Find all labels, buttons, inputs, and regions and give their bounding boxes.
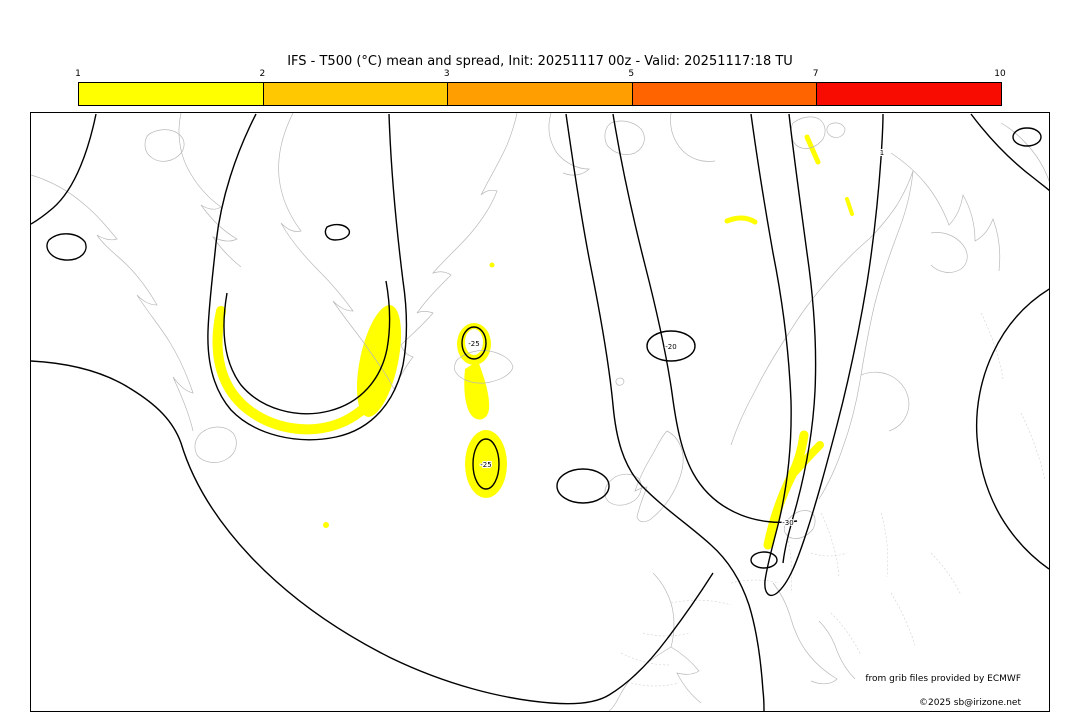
contour-label: 1 [880,149,884,157]
colorbar-tick-label: 10 [994,69,1006,79]
spread-area [464,361,490,420]
colorbar [78,82,1002,106]
colorbar-tick-label: 7 [812,69,819,79]
colorbar-segment [262,83,448,105]
colorbar-segment [447,83,632,105]
country-borders [620,312,1046,687]
colorbar-tick-label: 3 [443,69,450,79]
map-frame: from grib files provided by ECMWF ©2025 … [30,112,1050,712]
spread-hole [465,329,483,355]
contour-label: -25 [480,461,491,469]
colorbar-segment [79,83,263,105]
colorbar-tick-label: 1 [75,69,81,79]
colorbar-tick-label: 5 [628,69,635,79]
spread-area [788,441,824,479]
temperature-contours [31,113,1049,711]
spread-area [356,305,402,417]
contour-label: -30 [782,519,793,527]
chart-title: IFS - T500 (°C) mean and spread, Init: 2… [287,54,793,69]
contour-label: -20 [665,343,676,351]
attribution-text: from grib files provided by ECMWF [865,674,1021,684]
spread-area [465,430,507,498]
spread-area [489,262,495,268]
spread-areas [212,134,854,550]
spread-area [724,215,758,225]
map-svg: from grib files provided by ECMWF ©2025 … [31,113,1049,711]
copyright-text: ©2025 sb@irizone.net [919,698,1021,708]
colorbar-ticks: 1 2 3 5 7 10 [75,66,1006,79]
colorbar-tick-label: 2 [259,69,266,79]
contour-label: -25 [468,340,479,348]
spread-area [845,197,854,216]
spread-area [804,134,821,165]
colorbar-segment [631,83,817,105]
colorbar-segment [816,83,1001,105]
spread-area [323,522,329,528]
coastlines [31,113,1049,711]
spread-area [763,430,809,550]
